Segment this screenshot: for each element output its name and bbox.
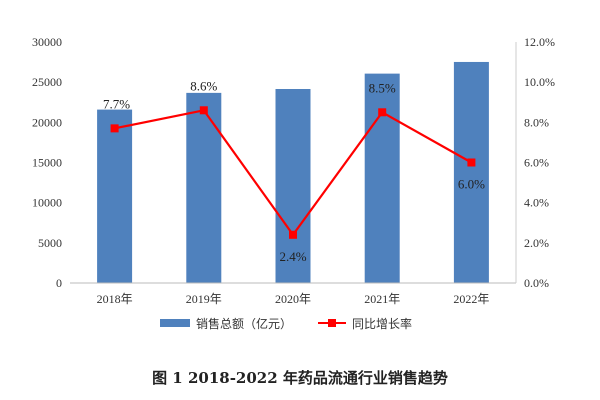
x-tick-label: 2021年 bbox=[364, 292, 400, 306]
bar-2020年 bbox=[275, 89, 311, 283]
right-tick-label: 12.0% bbox=[524, 35, 555, 49]
growth-marker bbox=[289, 230, 297, 239]
x-tick-label: 2022年 bbox=[453, 292, 489, 306]
growth-data-label: 7.7% bbox=[103, 96, 130, 111]
right-tick-label: 0.0% bbox=[524, 276, 549, 290]
growth-data-label: 6.0% bbox=[458, 177, 485, 192]
right-tick-label: 4.0% bbox=[524, 196, 549, 210]
legend: 销售总额（亿元） 同比增长率 bbox=[160, 316, 412, 331]
legend-bar-swatch bbox=[160, 319, 190, 327]
growth-line: 7.7% 8.6% 2.4% 8.5% 6.0% bbox=[103, 78, 485, 264]
left-tick-label: 20000 bbox=[32, 115, 62, 129]
right-tick-label: 8.0% bbox=[524, 115, 549, 129]
left-tick-label: 30000 bbox=[32, 35, 62, 49]
legend-line-label: 同比增长率 bbox=[352, 316, 412, 331]
growth-marker bbox=[110, 124, 119, 133]
right-tick-label: 10.0% bbox=[524, 75, 555, 89]
growth-data-label: 2.4% bbox=[279, 249, 306, 264]
growth-marker bbox=[378, 108, 387, 117]
x-tick-label: 2020年 bbox=[275, 292, 311, 306]
axes: 0 5000 10000 15000 20000 25000 30000 0.0% 2.0% 4.… bbox=[32, 35, 555, 306]
left-tick-label: 25000 bbox=[32, 75, 62, 89]
growth-marker bbox=[467, 158, 476, 167]
right-tick-label: 6.0% bbox=[524, 156, 549, 170]
legend-bar-label: 销售总额（亿元） bbox=[196, 316, 292, 331]
growth-data-label: 8.5% bbox=[369, 80, 396, 95]
left-tick-label: 15000 bbox=[32, 156, 62, 170]
bar-2018年 bbox=[97, 109, 133, 283]
bar-2021年 bbox=[364, 73, 400, 283]
growth-data-label: 8.6% bbox=[190, 78, 217, 93]
bar-2022年 bbox=[453, 61, 489, 283]
legend-line-marker bbox=[328, 319, 336, 327]
left-tick-label: 10000 bbox=[32, 196, 62, 210]
bar-2019年 bbox=[186, 92, 222, 284]
x-tick-label: 2018年 bbox=[97, 292, 133, 306]
right-tick-label: 2.0% bbox=[524, 236, 549, 250]
x-tick-label: 2019年 bbox=[186, 292, 222, 306]
left-tick-label: 5000 bbox=[38, 236, 62, 250]
figure-caption: 图 1 2018-2022 年药品流通行业销售趋势 bbox=[152, 369, 448, 387]
growth-marker bbox=[199, 106, 208, 115]
left-tick-label: 0 bbox=[56, 276, 62, 290]
